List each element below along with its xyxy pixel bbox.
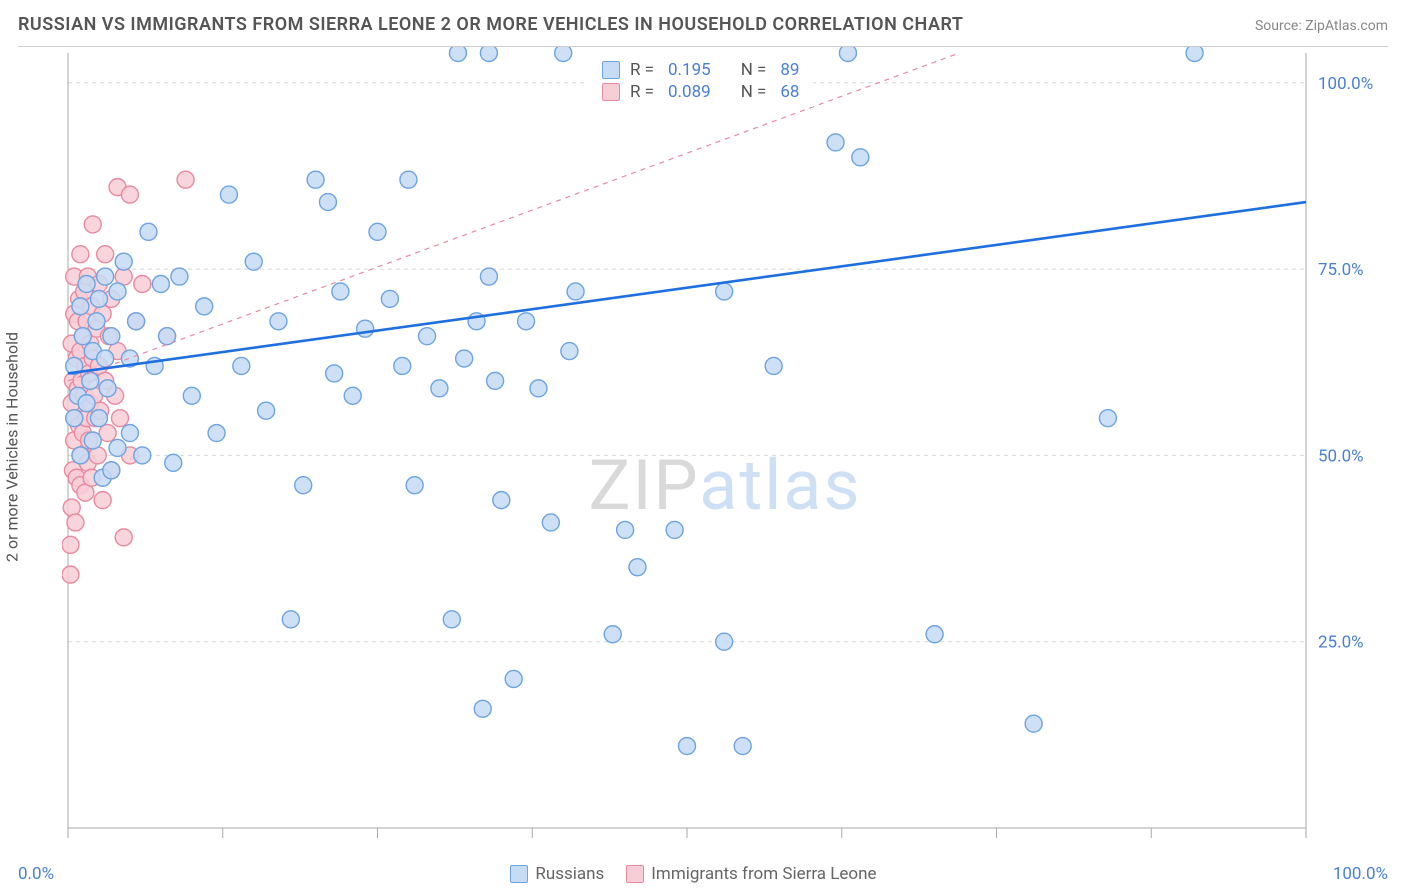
svg-text:100.0%: 100.0% xyxy=(1318,74,1373,94)
legend-r-b: 0.089 xyxy=(668,82,711,102)
key-label-a: Russians xyxy=(535,864,604,884)
y-axis-label: 2 or more Vehicles in Household xyxy=(3,331,22,561)
legend-n-a: 89 xyxy=(780,60,799,80)
legend-n-label: N = xyxy=(741,60,767,80)
legend-swatch-b xyxy=(602,83,620,101)
svg-text:75.0%: 75.0% xyxy=(1318,260,1364,280)
x-min-label: 0.0% xyxy=(18,864,54,884)
legend-box: R = 0.195 N = 89 R = 0.089 N = 68 xyxy=(588,55,814,107)
legend-r-a: 0.195 xyxy=(668,60,711,80)
svg-text:50.0%: 50.0% xyxy=(1318,446,1364,466)
chart-title: RUSSIAN VS IMMIGRANTS FROM SIERRA LEONE … xyxy=(18,14,963,35)
legend-n-b: 68 xyxy=(780,82,799,102)
footer: 0.0% Russians Immigrants from Sierra Leo… xyxy=(18,864,1388,884)
chart-area: 2 or more Vehicles in Household ZIPatlas… xyxy=(18,46,1388,846)
legend-row-a: R = 0.195 N = 89 xyxy=(602,59,800,81)
legend-row-b: R = 0.089 N = 68 xyxy=(602,81,800,103)
svg-text:25.0%: 25.0% xyxy=(1318,633,1364,653)
key-a: Russians xyxy=(510,864,604,884)
key-label-b: Immigrants from Sierra Leone xyxy=(651,864,876,884)
legend-n-label: N = xyxy=(741,82,767,102)
source-label: Source: ZipAtlas.com xyxy=(1255,18,1388,34)
scatter-plot: 25.0% 50.0% 75.0% 100.0% xyxy=(62,47,1388,846)
legend-r-label: R = xyxy=(630,60,654,80)
key-swatch-a xyxy=(510,865,528,883)
key-swatch-b xyxy=(626,865,644,883)
legend-swatch-a xyxy=(602,61,620,79)
x-max-label: 100.0% xyxy=(1333,864,1388,884)
legend-r-label: R = xyxy=(630,82,654,102)
key-b: Immigrants from Sierra Leone xyxy=(626,864,876,884)
